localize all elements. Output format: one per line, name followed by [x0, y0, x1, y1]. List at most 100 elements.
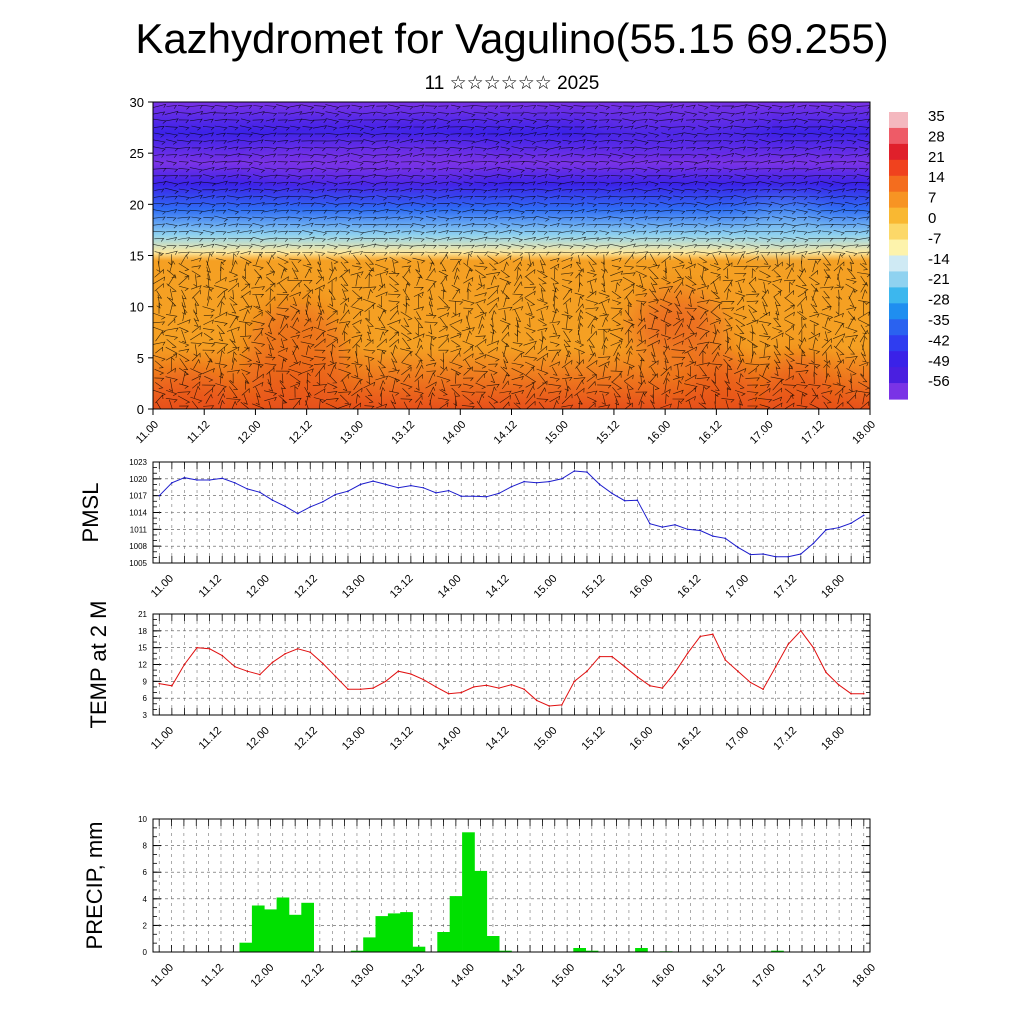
wind-barb — [489, 317, 494, 328]
wind-barb — [684, 188, 698, 194]
wind-barb — [560, 272, 574, 277]
wind-barb — [488, 223, 498, 229]
wind-barb — [412, 152, 425, 158]
wind-barb — [734, 188, 747, 193]
data-point — [837, 683, 840, 686]
wind-barb — [511, 112, 525, 117]
wind-barb — [338, 391, 352, 396]
wind-barb — [834, 286, 845, 291]
wind-barb — [610, 279, 623, 284]
wind-barbs — [153, 103, 870, 409]
wind-barb — [597, 376, 612, 381]
wind-barb — [327, 160, 338, 165]
wind-barb — [809, 140, 820, 144]
wind-barb — [226, 217, 241, 221]
wind-barb — [473, 224, 488, 228]
wind-barb — [500, 160, 511, 165]
wind-barb — [243, 309, 250, 322]
wind-barb — [226, 133, 241, 138]
wind-barb — [462, 377, 474, 382]
data-point — [309, 651, 312, 653]
wind-barb — [337, 195, 352, 200]
wind-barb — [524, 188, 536, 193]
wind-barb — [338, 338, 351, 348]
wind-barb — [427, 255, 435, 264]
wind-barb — [711, 379, 720, 391]
heatmap-blob — [153, 368, 229, 409]
wind-barb — [450, 202, 462, 208]
wind-barb — [563, 330, 572, 343]
wind-barb — [193, 297, 200, 306]
wind-barb — [314, 133, 326, 138]
wind-barb — [687, 366, 691, 377]
data-point — [284, 653, 286, 655]
wind-barb — [290, 188, 301, 193]
data-point — [485, 496, 488, 498]
wind-barb — [378, 308, 386, 322]
data-point — [384, 680, 387, 683]
wind-barb — [661, 132, 672, 138]
wind-barb — [586, 278, 597, 283]
wind-barb — [490, 324, 495, 335]
wind-barb — [560, 180, 575, 186]
wind-barb — [858, 361, 869, 367]
x-tick-label: 11.00 — [149, 725, 176, 752]
wind-barb — [416, 359, 423, 369]
wind-barb — [788, 363, 793, 378]
wind-barb — [486, 383, 500, 388]
wind-barb — [538, 253, 546, 266]
wind-barb — [712, 281, 718, 295]
wind-barb — [770, 181, 785, 187]
y-tick-label: 4 — [143, 895, 148, 904]
wind-barb — [562, 167, 573, 173]
wind-barb — [214, 118, 228, 123]
wind-barb — [190, 257, 202, 262]
wind-barb — [499, 167, 512, 173]
wind-barb — [290, 382, 301, 388]
wind-barb — [585, 105, 599, 110]
wind-barb — [859, 263, 869, 271]
wind-barb — [364, 267, 375, 280]
wind-barb — [202, 174, 215, 180]
wind-barb — [475, 335, 487, 340]
wind-barb — [525, 276, 535, 285]
wind-barb — [301, 326, 314, 332]
wind-barb — [808, 111, 821, 116]
wind-barb — [699, 256, 708, 264]
wind-barb — [255, 253, 263, 266]
wind-barb — [649, 288, 659, 301]
wind-barb — [674, 269, 682, 279]
wind-barb — [351, 296, 363, 307]
x-tick-label: 14.12 — [484, 573, 512, 601]
wind-barb — [337, 111, 352, 118]
wind-barb — [782, 384, 797, 389]
wind-barb — [243, 393, 248, 405]
wind-barb — [747, 188, 758, 193]
wind-barb — [574, 223, 585, 228]
wind-barb — [178, 245, 190, 249]
wind-barb — [561, 112, 574, 117]
wind-barb — [722, 210, 734, 214]
wind-barb — [602, 268, 608, 278]
wind-barb — [672, 154, 685, 159]
wind-barb — [463, 133, 474, 137]
wind-barb — [300, 341, 315, 348]
wind-barb — [714, 365, 719, 376]
wind-barb — [622, 209, 636, 214]
wind-barb — [598, 203, 611, 207]
wind-barb — [848, 378, 853, 393]
wind-barb — [276, 187, 290, 192]
wind-barb — [700, 394, 706, 405]
wind-barb — [807, 126, 822, 131]
wind-barb — [466, 309, 472, 320]
wind-barb — [748, 276, 757, 284]
wind-barb — [169, 301, 176, 315]
data-point — [322, 501, 324, 503]
wind-barb — [337, 167, 352, 173]
wind-barb — [376, 195, 388, 201]
wind-barb — [549, 112, 561, 117]
wind-barb — [672, 277, 684, 284]
wind-barb — [267, 378, 274, 392]
wind-barb — [759, 251, 771, 256]
wind-barb — [759, 270, 771, 278]
